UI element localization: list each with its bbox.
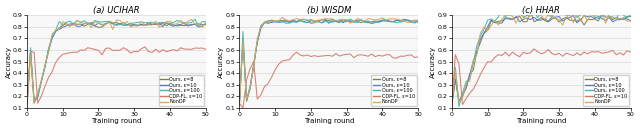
Title: (c) HHAR: (c) HHAR bbox=[522, 6, 560, 15]
Legend: Ours, ε=8, Ours, ε=10, Ours, ε=100, CDP-FL, ε=10, NonDP: Ours, ε=8, Ours, ε=10, Ours, ε=100, CDP-… bbox=[159, 75, 204, 106]
Y-axis label: Accuracy: Accuracy bbox=[218, 46, 224, 78]
X-axis label: Training round: Training round bbox=[303, 118, 354, 124]
Title: (a) UCIHAR: (a) UCIHAR bbox=[93, 6, 140, 15]
X-axis label: Training round: Training round bbox=[516, 118, 566, 124]
Legend: Ours, ε=8, Ours, ε=10, Ours, ε=100, CDP-FL, ε=10, NonDP: Ours, ε=8, Ours, ε=10, Ours, ε=100, CDP-… bbox=[371, 75, 417, 106]
Title: (b) WISDM: (b) WISDM bbox=[307, 6, 351, 15]
X-axis label: Training round: Training round bbox=[91, 118, 141, 124]
Y-axis label: Accuracy: Accuracy bbox=[430, 46, 436, 78]
Y-axis label: Accuracy: Accuracy bbox=[6, 46, 12, 78]
Legend: Ours, ε=8, Ours, ε=10, Ours, ε=100, CDP-FL, ε=10, NonDP: Ours, ε=8, Ours, ε=10, Ours, ε=100, CDP-… bbox=[583, 75, 629, 106]
